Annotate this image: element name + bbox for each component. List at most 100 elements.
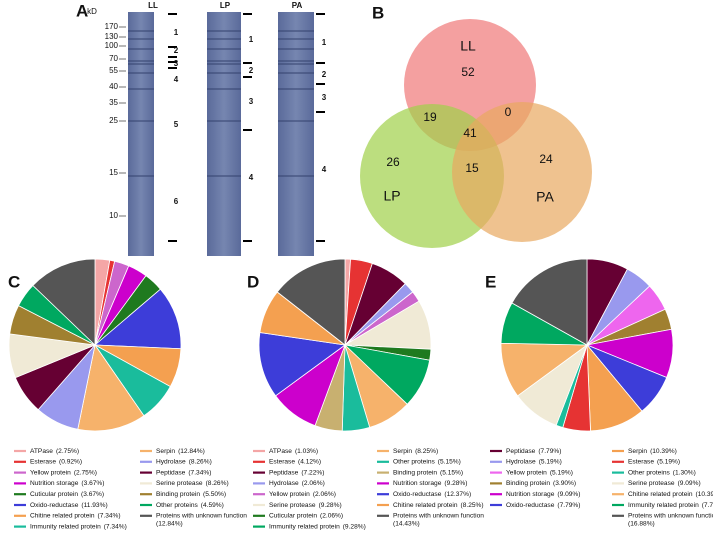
legend-label: Hydrolase [156, 459, 186, 466]
legend-label: Oxido-reductase [30, 502, 79, 509]
mw-label: 40 [109, 82, 118, 91]
gel-band [278, 60, 314, 62]
legend-value: (0.92%) [59, 459, 82, 466]
legend-label: Nutrition storage [506, 491, 555, 498]
legend-value: (12.37%) [444, 491, 471, 498]
legend-value: (4.59%) [201, 502, 224, 509]
gel-band [207, 63, 241, 65]
gel-band [278, 38, 314, 40]
gel-band [128, 63, 154, 65]
region-count: 15 [465, 161, 479, 175]
legend-label: Nutrition storage [393, 480, 442, 487]
legend-label: Serine protease [628, 480, 675, 487]
mw-label: 100 [105, 41, 119, 50]
legend-value: (5.50%) [203, 491, 226, 498]
legend-label: Proteins with unknown function [393, 513, 484, 520]
mw-label: 170 [105, 22, 119, 31]
gel-band [278, 175, 314, 177]
legend-label: Immunity related protein [269, 523, 340, 530]
legend-value: (5.15%) [440, 469, 463, 476]
region-label: 2 [322, 70, 327, 79]
gel-band [278, 88, 314, 90]
region-label: 4 [322, 165, 327, 174]
legend-label: Serine protease [156, 480, 203, 487]
gel-band [207, 72, 241, 74]
region-label: 3 [174, 59, 179, 68]
gel-band [207, 60, 241, 62]
region-label: 4 [249, 173, 254, 182]
panel-label: A [76, 1, 88, 20]
legend-value: (4.12%) [298, 459, 321, 466]
gel-lane [128, 12, 154, 256]
mw-label: 15 [109, 168, 118, 177]
gel-band [278, 48, 314, 50]
legend-value: (10.39%) [696, 491, 713, 498]
legend-value: (10.39%) [650, 448, 677, 455]
set-label: LP [383, 188, 400, 204]
gel-band [128, 175, 154, 177]
legend-label: Esterase [269, 459, 295, 466]
region-count: 26 [386, 155, 400, 169]
legend-label: ATPase [269, 448, 292, 455]
legend-value: (2.75%) [56, 448, 79, 455]
gel-band [278, 30, 314, 32]
legend-value: (7.34%) [98, 513, 121, 520]
legend-value: (5.15%) [438, 459, 461, 466]
mw-label: 10 [109, 211, 118, 220]
legend-value: (9.28%) [444, 480, 467, 487]
legend-label: Peptidase [506, 448, 536, 455]
legend-label: Oxido-reductase [393, 491, 442, 498]
legend-label: Immunity related protein [30, 523, 101, 530]
pie-slice [77, 344, 145, 432]
legend-value: (2.75%) [74, 469, 97, 476]
venn-circle [452, 102, 592, 242]
gel-band [278, 120, 314, 122]
legend-label: Yellow protein [30, 469, 71, 476]
legend-label: Serpin [628, 448, 647, 455]
gel-band [128, 72, 154, 74]
legend-label: Yellow protein [269, 491, 310, 498]
legend-value: (5.19%) [539, 459, 562, 466]
legend-label: Serine protease [269, 502, 316, 509]
legend-label: Cuticular protein [269, 513, 317, 520]
gel-band [207, 30, 241, 32]
legend-value: (5.19%) [657, 459, 680, 466]
region-label: 1 [249, 35, 254, 44]
legend-value: (1.30%) [673, 469, 696, 476]
legend-value: (9.28%) [343, 523, 366, 530]
legend-value: (9.28%) [319, 502, 342, 509]
gel-band [207, 120, 241, 122]
gel-band [207, 88, 241, 90]
panel-label: E [485, 272, 496, 291]
legend-label: Proteins with unknown function [628, 513, 713, 520]
pie-slice [276, 258, 346, 346]
legend-label: Binding protein [156, 491, 200, 498]
legend-label: Chitine related protein [628, 491, 693, 498]
legend-value: (2.06%) [313, 491, 336, 498]
gel-band [128, 30, 154, 32]
mw-label: 70 [109, 54, 118, 63]
legend-label: Oxido-reductase [506, 502, 555, 509]
legend-value: (8.25%) [461, 502, 484, 509]
legend-label: Binding protein [393, 469, 437, 476]
panel-label: B [372, 3, 384, 22]
gel-band [128, 60, 154, 62]
region-label: 6 [174, 197, 179, 206]
gel-band [278, 63, 314, 65]
legend-value: (7.79%) [538, 448, 561, 455]
legend-label: Esterase [628, 459, 654, 466]
gel-band [128, 38, 154, 40]
venn-panel: B LL LP PA 52 19 0 41 26 15 24 [360, 3, 592, 248]
legend-label: Hydrolase [506, 459, 536, 466]
legend-value: (3.67%) [81, 491, 104, 498]
legend-label: Yellow protein [506, 469, 547, 476]
legend-label: Serpin [156, 448, 175, 455]
pie-slice [32, 258, 96, 346]
legend-value: (5.19%) [550, 469, 573, 476]
legend-label: Peptidase [269, 469, 299, 476]
gel-band [207, 38, 241, 40]
legend-label: Proteins with unknown function [156, 513, 247, 520]
legend-value: (12.84%) [156, 521, 183, 528]
